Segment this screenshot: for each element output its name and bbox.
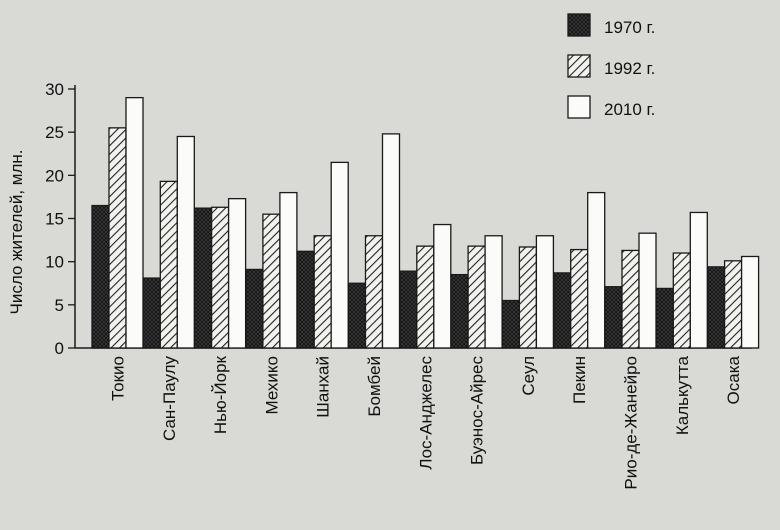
bar-3-7: [433, 223, 452, 349]
y-tick-label: 25: [45, 123, 64, 142]
y-axis-label: Число жителей, млн.: [7, 149, 26, 314]
bar-3-6: [381, 133, 401, 349]
y-tick-label: 0: [55, 339, 64, 358]
x-tick-label: Лос-Анджелес: [416, 356, 435, 470]
bar-2-8: [467, 245, 486, 349]
bars-group: [91, 96, 760, 349]
bar-2-11: [621, 249, 640, 349]
x-tick-label: Токио: [109, 356, 128, 401]
bar-3-5: [330, 161, 349, 349]
y-tick-label: 5: [55, 296, 64, 315]
bar-1-7: [399, 270, 418, 349]
x-axis-labels: Токио Сан-Паулу Нью-Йорк Мехико Шанхай Бомбей…: [109, 355, 744, 489]
y-tick-label: 15: [45, 210, 64, 229]
bar-1-2: [142, 277, 161, 349]
legend-swatch: [567, 13, 591, 37]
y-tick-label: 30: [45, 80, 64, 99]
bar-1-9: [501, 299, 521, 349]
bar-2-9: [518, 246, 538, 349]
bar-3-4: [279, 191, 298, 349]
x-tick-label: Сан-Паулу: [160, 356, 179, 442]
bar-1-12: [655, 287, 674, 349]
x-tick-label: Нью-Йорк: [211, 355, 230, 434]
legend-label: 1992 г.: [604, 59, 655, 78]
x-tick-label: Калькутта: [673, 355, 692, 435]
bar-3-13: [740, 255, 760, 349]
bar-3-10: [587, 191, 606, 349]
bar-2-10: [570, 248, 589, 349]
legend-swatch: [567, 54, 591, 78]
bar-1-13: [706, 266, 726, 349]
x-tick-label: Буэнос-Айрес: [468, 356, 487, 466]
bar-3-1: [125, 96, 144, 349]
bar-3-2: [176, 135, 195, 349]
x-tick-label: Сеул: [519, 356, 538, 396]
x-tick-label: Пекин: [570, 356, 589, 404]
bar-2-4: [262, 213, 281, 349]
y-tick-label: 10: [45, 253, 64, 272]
bar-2-2: [159, 180, 178, 349]
bar-1-4: [245, 268, 264, 349]
legend: 1970 г. 1992 г. 2010 г.: [567, 13, 655, 119]
bar-1-5: [296, 250, 315, 349]
x-tick-label: Рио-де-Жанейро: [622, 356, 641, 490]
y-tick-label: 20: [45, 166, 64, 185]
bar-3-11: [638, 232, 657, 349]
legend-label: 2010 г.: [604, 100, 655, 119]
bar-2-13: [723, 260, 743, 349]
bar-1-1: [91, 204, 110, 349]
x-tick-label: Шанхай: [314, 356, 333, 418]
bar-1-8: [450, 273, 469, 349]
bar-2-5: [313, 235, 332, 349]
legend-swatch: [567, 95, 591, 119]
bar-2-6: [364, 235, 384, 349]
bar-1-11: [604, 286, 623, 349]
bar-2-7: [416, 245, 435, 349]
bar-2-3: [210, 206, 230, 349]
bar-2-1: [108, 127, 127, 349]
bar-1-6: [347, 282, 367, 349]
x-tick-label: Осака: [724, 355, 743, 404]
bar-2-12: [672, 252, 691, 349]
x-tick-label: Бомбей: [365, 356, 384, 417]
bar-3-9: [535, 235, 555, 349]
bar-1-10: [553, 272, 572, 349]
bar-3-3: [227, 197, 247, 349]
bar-3-12: [689, 211, 708, 349]
x-tick-label: Мехико: [262, 356, 281, 415]
legend-label: 1970 г.: [604, 18, 655, 37]
bar-1-3: [193, 207, 213, 349]
bar-3-8: [484, 235, 503, 349]
